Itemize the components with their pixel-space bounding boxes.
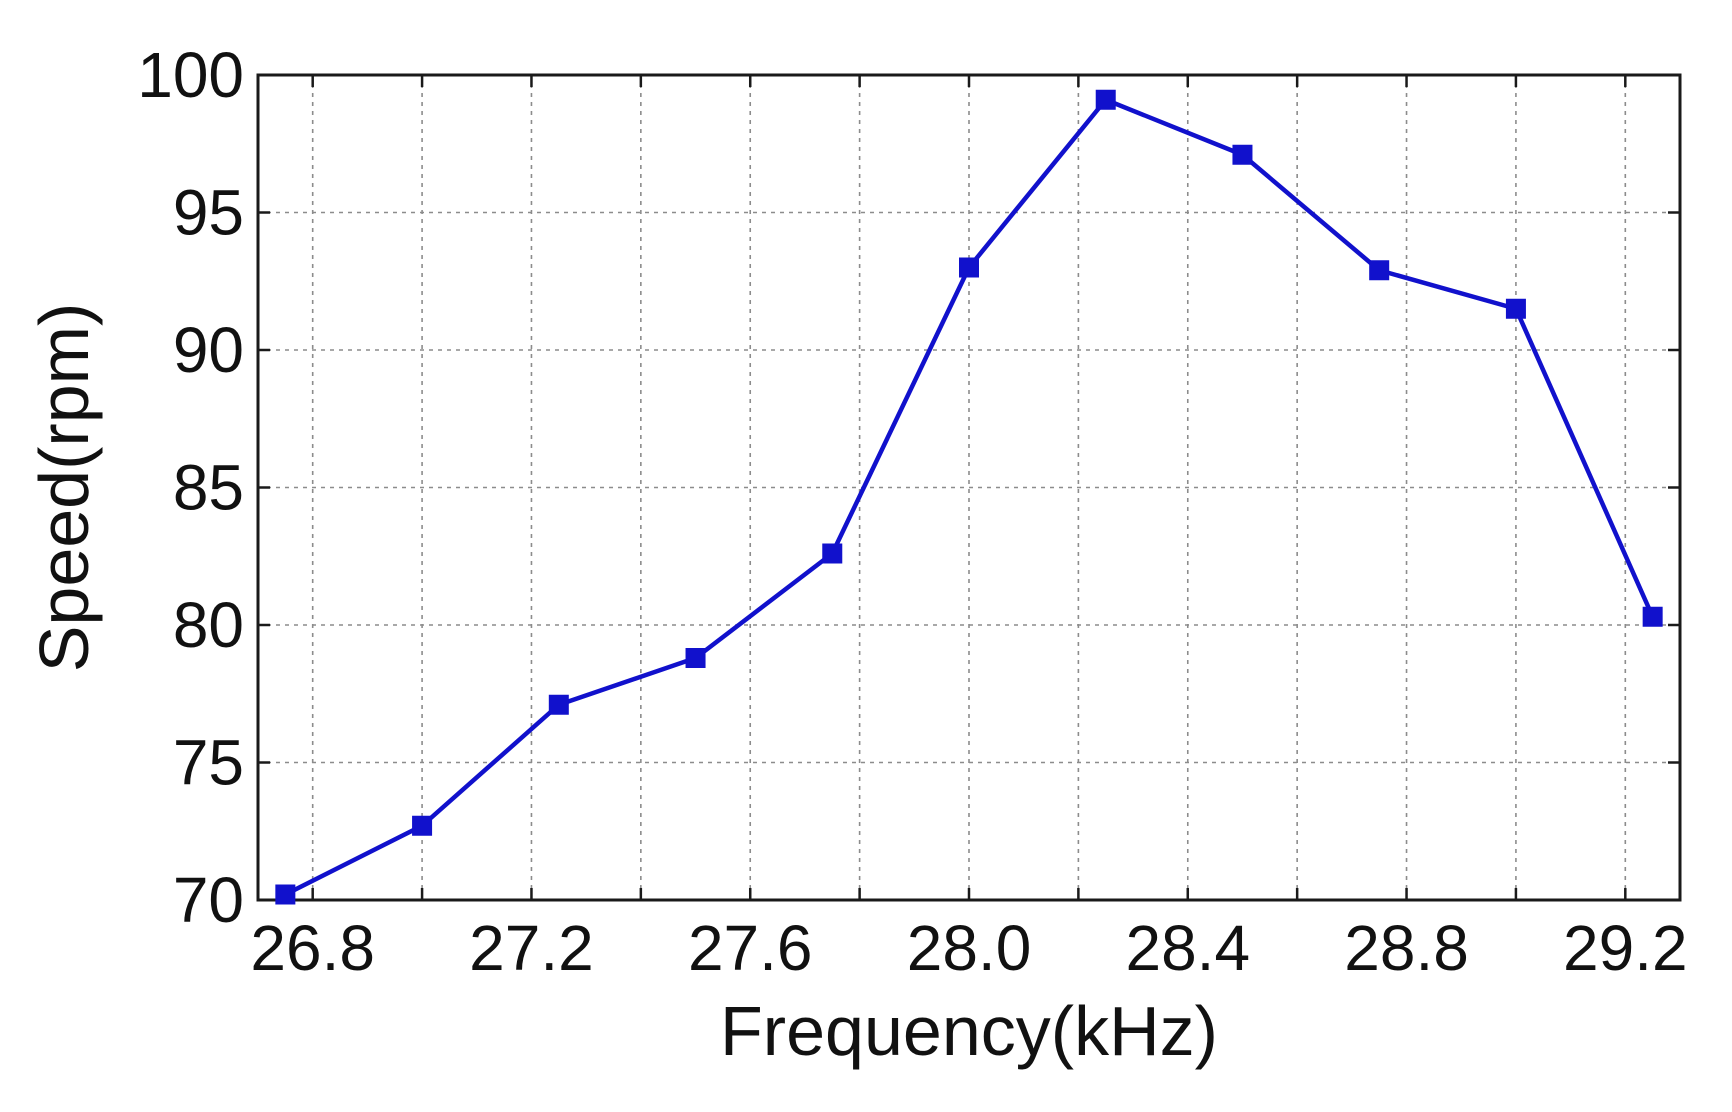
data-point-marker <box>1232 144 1253 165</box>
tick-labels: 26.8 27.2 27.6 28.0 28.4 28.8 29.2 70 75 80 85 90 95… <box>137 39 1687 984</box>
x-tick-label: 29.2 <box>1563 912 1688 984</box>
x-axis-title: Frequency(kHz) <box>720 992 1218 1070</box>
x-tick-label: 28.0 <box>907 912 1032 984</box>
y-tick-label: 70 <box>173 864 244 936</box>
y-tick-label: 80 <box>173 589 244 661</box>
x-tick-label: 27.2 <box>469 912 594 984</box>
y-tick-label: 95 <box>173 177 244 249</box>
data-point-marker <box>959 257 979 278</box>
data-point-marker <box>1369 260 1390 281</box>
x-tick-label: 26.8 <box>250 912 375 984</box>
plot-frame <box>256 73 1682 902</box>
series-line <box>284 97 1655 897</box>
data-point-marker <box>412 815 433 836</box>
x-tick-label: 27.6 <box>688 912 813 984</box>
data-point-marker <box>275 884 296 905</box>
y-tick-label: 85 <box>173 452 244 524</box>
data-point-marker <box>685 648 706 668</box>
grid-layer <box>258 75 1680 900</box>
data-point-marker <box>1095 89 1116 110</box>
y-tick-label: 100 <box>137 39 244 111</box>
x-tick-label: 28.8 <box>1344 912 1469 984</box>
series-layer <box>275 89 1663 905</box>
data-point-marker <box>1505 298 1526 319</box>
x-tick-label: 28.4 <box>1125 912 1250 984</box>
data-point-marker <box>1642 606 1663 627</box>
y-axis-title: Speed(rpm) <box>25 303 103 673</box>
y-tick-label: 90 <box>173 314 244 386</box>
data-point-marker <box>822 543 843 564</box>
y-tick-label: 75 <box>173 727 244 799</box>
data-point-marker <box>548 694 569 715</box>
